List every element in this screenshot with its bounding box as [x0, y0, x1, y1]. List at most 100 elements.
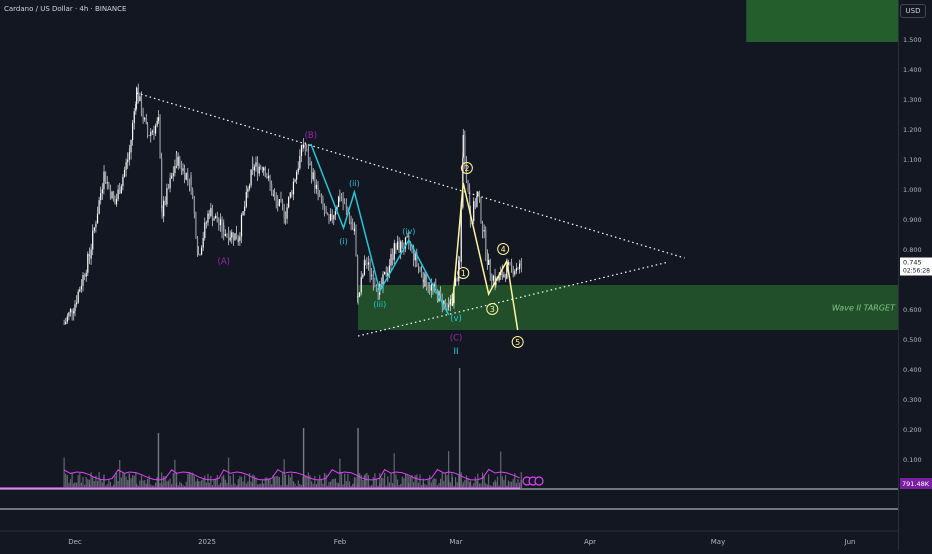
- cyan-wave-label: (iii): [373, 300, 386, 309]
- volume-bar: [76, 482, 78, 488]
- volume-bar: [311, 481, 313, 488]
- candle-body: [440, 291, 442, 295]
- volume-bar: [393, 484, 395, 488]
- volume-bar: [218, 484, 220, 488]
- volume-bar: [388, 482, 390, 488]
- y-tick-label: 0.600: [903, 306, 922, 314]
- upper-trendline[interactable]: [136, 92, 685, 259]
- cyan-wave-line[interactable]: [310, 143, 450, 316]
- candle-body: [363, 259, 366, 275]
- volume-bar: [88, 484, 91, 488]
- candle-body: [512, 266, 514, 275]
- candle-body: [65, 321, 67, 325]
- volume-bar: [398, 485, 400, 488]
- candle-body: [328, 214, 330, 221]
- volume-bar: [307, 472, 309, 488]
- volume-bar: [338, 483, 340, 488]
- volume-bar: [244, 475, 246, 488]
- candle-body: [486, 255, 488, 265]
- volume-bar: [465, 475, 468, 488]
- volume-bar: [501, 476, 503, 488]
- candle-body: [443, 300, 445, 307]
- candle-body: [218, 222, 220, 225]
- price-scale[interactable]: 1.500 1.400 1.300 1.200 1.100 1.000 0.900 0.800…: [898, 0, 932, 550]
- volume-bar: [216, 474, 218, 488]
- volume-bar: [273, 476, 276, 488]
- volume-bar: [88, 479, 90, 488]
- volume-bar: [130, 478, 132, 488]
- candle-body: [400, 241, 402, 253]
- candle-body: [84, 274, 86, 277]
- volume-bar: [483, 476, 485, 488]
- volume-bar: [296, 485, 298, 488]
- candle-body: [506, 264, 508, 279]
- volume-bar: [73, 483, 75, 488]
- time-axis[interactable]: Dec 2025 Feb Mar Apr May Jun: [68, 538, 855, 546]
- candle-body: [319, 194, 321, 197]
- candle-body: [159, 117, 161, 159]
- purple-wave-label: (v): [450, 314, 462, 324]
- volume-bar: [489, 485, 491, 488]
- volume-spike: [302, 428, 305, 488]
- volume-bar: [92, 477, 94, 488]
- candle-body: [323, 206, 326, 213]
- volume-bar: [429, 475, 431, 488]
- volume-bar: [334, 478, 336, 488]
- candle-body: [96, 213, 99, 224]
- candle-body: [157, 117, 160, 121]
- candle-body: [192, 190, 194, 197]
- candle-body: [272, 194, 274, 196]
- volume-bar: [363, 475, 366, 488]
- candle-body: [169, 178, 171, 189]
- volume-bar: [200, 480, 203, 488]
- candle-body: [210, 208, 212, 216]
- volume-bar: [208, 482, 210, 488]
- volume-bar: [197, 481, 199, 488]
- target-zone[interactable]: [358, 285, 898, 330]
- candle-body: [322, 197, 324, 207]
- top-zone[interactable]: [746, 0, 898, 42]
- candle-body: [82, 274, 84, 286]
- volume-bar: [374, 473, 376, 488]
- candle-body: [441, 294, 443, 307]
- countdown-label: 02:56:28: [903, 268, 930, 275]
- roman-wave-label: II: [453, 347, 458, 357]
- volume-bar: [369, 485, 371, 488]
- indicator-toggle-icon[interactable]: [534, 476, 544, 486]
- candle-body: [382, 274, 384, 286]
- volume-bar: [352, 483, 354, 488]
- candle-body: [130, 140, 132, 153]
- volume-layer: [0, 368, 544, 489]
- volume-bar: [122, 473, 124, 488]
- volume-bar: [519, 482, 521, 488]
- candle-body: [167, 188, 170, 190]
- candle-body: [342, 199, 344, 204]
- volume-bar: [132, 475, 134, 488]
- candle-body: [462, 157, 464, 208]
- volume-bar: [385, 485, 387, 488]
- candle-body: [359, 292, 361, 297]
- volume-bar: [192, 472, 194, 488]
- candle-body: [177, 156, 179, 166]
- symbol-title[interactable]: Cardano / US Dollar · 4h · BINANCE: [4, 5, 127, 13]
- volume-bar: [448, 450, 450, 488]
- volume-bar: [151, 485, 153, 488]
- currency-button[interactable]: USD: [900, 4, 926, 18]
- volume-bar: [453, 485, 455, 488]
- candle-body: [199, 254, 201, 256]
- volume-bar: [347, 473, 349, 488]
- candle-body: [179, 156, 181, 165]
- candle-body: [137, 87, 139, 102]
- volume-bar: [473, 483, 475, 488]
- volume-bar: [448, 480, 450, 488]
- candle-body: [304, 145, 306, 150]
- candle-body: [509, 262, 511, 264]
- volume-bar: [477, 473, 479, 488]
- yellow-wave-line[interactable]: [451, 182, 519, 331]
- candle-body: [255, 162, 257, 167]
- candle-body: [119, 189, 121, 194]
- volume-bar: [488, 474, 490, 488]
- volume-bar: [289, 477, 291, 488]
